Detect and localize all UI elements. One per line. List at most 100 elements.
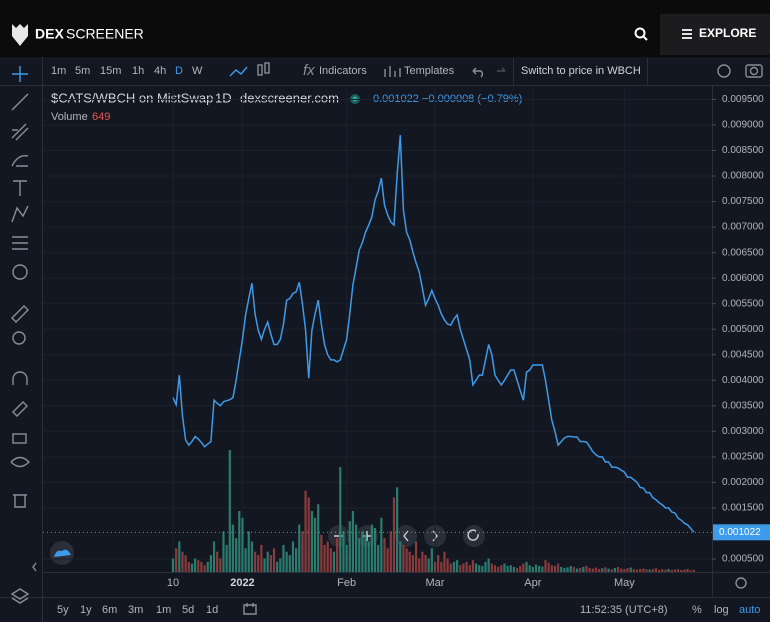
volume-bar [212, 541, 216, 572]
volume-bar [553, 565, 557, 572]
volume-bar [291, 541, 295, 572]
logo-icon [12, 24, 28, 46]
volume-bar [500, 565, 503, 572]
log-button[interactable]: log [714, 604, 729, 616]
date-range-button[interactable] [243, 603, 257, 615]
volume-bar [414, 541, 418, 572]
search-button[interactable] [634, 27, 646, 39]
volume-bar [629, 567, 632, 572]
search-button [642, 35, 648, 41]
volume-bar [345, 544, 348, 572]
volume-bar [200, 561, 203, 572]
x-tick-label: 10 [167, 577, 179, 589]
brush-tool[interactable] [11, 155, 29, 167]
volume-bar [247, 531, 250, 572]
range-button[interactable]: 5d [182, 604, 194, 616]
volume-bar [399, 541, 402, 572]
candle-icon[interactable] [257, 64, 263, 76]
range-button[interactable]: 1y [80, 604, 92, 616]
volume-bar [534, 564, 538, 572]
volume-bar [310, 511, 313, 572]
trendline-tool[interactable] [11, 93, 29, 111]
volume-bar [373, 527, 377, 572]
range-button[interactable]: 3m [128, 604, 143, 616]
auto-button[interactable]: auto [739, 604, 760, 616]
templates-button[interactable]: Templates [404, 65, 455, 77]
measure-tool[interactable] [11, 305, 29, 323]
volume-bar [620, 568, 623, 572]
explore-button[interactable] [660, 14, 770, 55]
price-change: −0.000008 (−0.79%) [422, 93, 522, 105]
volume-bar [664, 569, 667, 572]
interval-button[interactable]: 1m [51, 65, 66, 77]
volume-bar [462, 563, 465, 572]
reset-button[interactable] [463, 525, 485, 547]
volume-bar [386, 548, 389, 572]
range-button[interactable]: 1m [156, 604, 171, 616]
lock-draw-tool[interactable] [12, 401, 28, 417]
volume-bar [250, 541, 254, 572]
volume-bar [443, 551, 446, 572]
volume-bar [238, 511, 241, 572]
interval-button[interactable]: 5m [75, 65, 90, 77]
text-tool[interactable] [13, 180, 27, 196]
icon [467, 529, 479, 541]
screenshot-button[interactable] [745, 64, 763, 78]
y-tick-label: 0.004500 [722, 349, 764, 360]
y-tick-label: 0.000500 [722, 554, 764, 565]
lock-tool[interactable] [12, 433, 27, 444]
percent-button[interactable]: % [692, 604, 702, 616]
chart-type-button[interactable] [229, 66, 248, 77]
settings-button[interactable] [717, 64, 731, 78]
prediction-tool[interactable] [12, 236, 28, 250]
volume-bar [616, 566, 620, 572]
undo-button[interactable] [472, 67, 483, 78]
indicators-button[interactable]: Indicators [319, 65, 367, 77]
volume-bar [317, 504, 320, 572]
interval-button[interactable]: 4h [154, 65, 166, 77]
y-tick-label: 0.007500 [722, 196, 764, 207]
volume-bar [506, 565, 509, 572]
volume-value: 649 [92, 111, 110, 123]
interval-button[interactable]: D [175, 65, 183, 77]
volume-bar [209, 555, 212, 572]
range-button[interactable]: 5y [57, 604, 69, 616]
object-tree[interactable] [10, 588, 30, 604]
fib-tool[interactable] [11, 123, 29, 141]
redo-button[interactable] [497, 67, 506, 72]
volume-bar [405, 548, 408, 572]
switch-button[interactable]: Switch to price in WBCH [521, 65, 641, 77]
magnet-tool[interactable] [12, 371, 28, 385]
volume-bar [522, 563, 525, 572]
delete-tool[interactable] [13, 494, 27, 508]
range-button[interactable]: 6m [102, 604, 117, 616]
hide-tool[interactable] [10, 456, 30, 468]
axis-settings-button[interactable] [735, 577, 747, 589]
collapse-button[interactable] [32, 562, 37, 572]
candle-icon [264, 62, 270, 74]
crosshair-tool[interactable] [12, 66, 28, 82]
pattern-tool[interactable] [11, 205, 29, 223]
volume-bar [206, 561, 209, 572]
volume-bar [484, 561, 487, 572]
volume-bar [430, 548, 433, 572]
volume-bar [623, 568, 626, 572]
scroll-left-button[interactable] [395, 525, 417, 547]
volume-bar [680, 569, 683, 572]
plot: 0.000500 0.001500 0.002000 0.002500 0.003000… [43, 86, 770, 589]
volume-bar [493, 565, 497, 572]
volume-bar [285, 551, 288, 572]
volume-bar [320, 534, 323, 572]
volume-bar [364, 534, 367, 572]
volume-bar [654, 568, 658, 572]
volume-bar [610, 569, 613, 572]
zoom-tool[interactable] [12, 331, 26, 345]
interval-button[interactable]: W [192, 65, 203, 77]
range-button[interactable]: 1d [206, 604, 218, 616]
brand: DEX [35, 26, 64, 42]
icon-tool[interactable] [12, 264, 28, 280]
interval-button[interactable]: 15m [100, 65, 121, 77]
x-tick-label: Apr [524, 577, 541, 589]
interval-button[interactable]: 1h [132, 65, 144, 77]
